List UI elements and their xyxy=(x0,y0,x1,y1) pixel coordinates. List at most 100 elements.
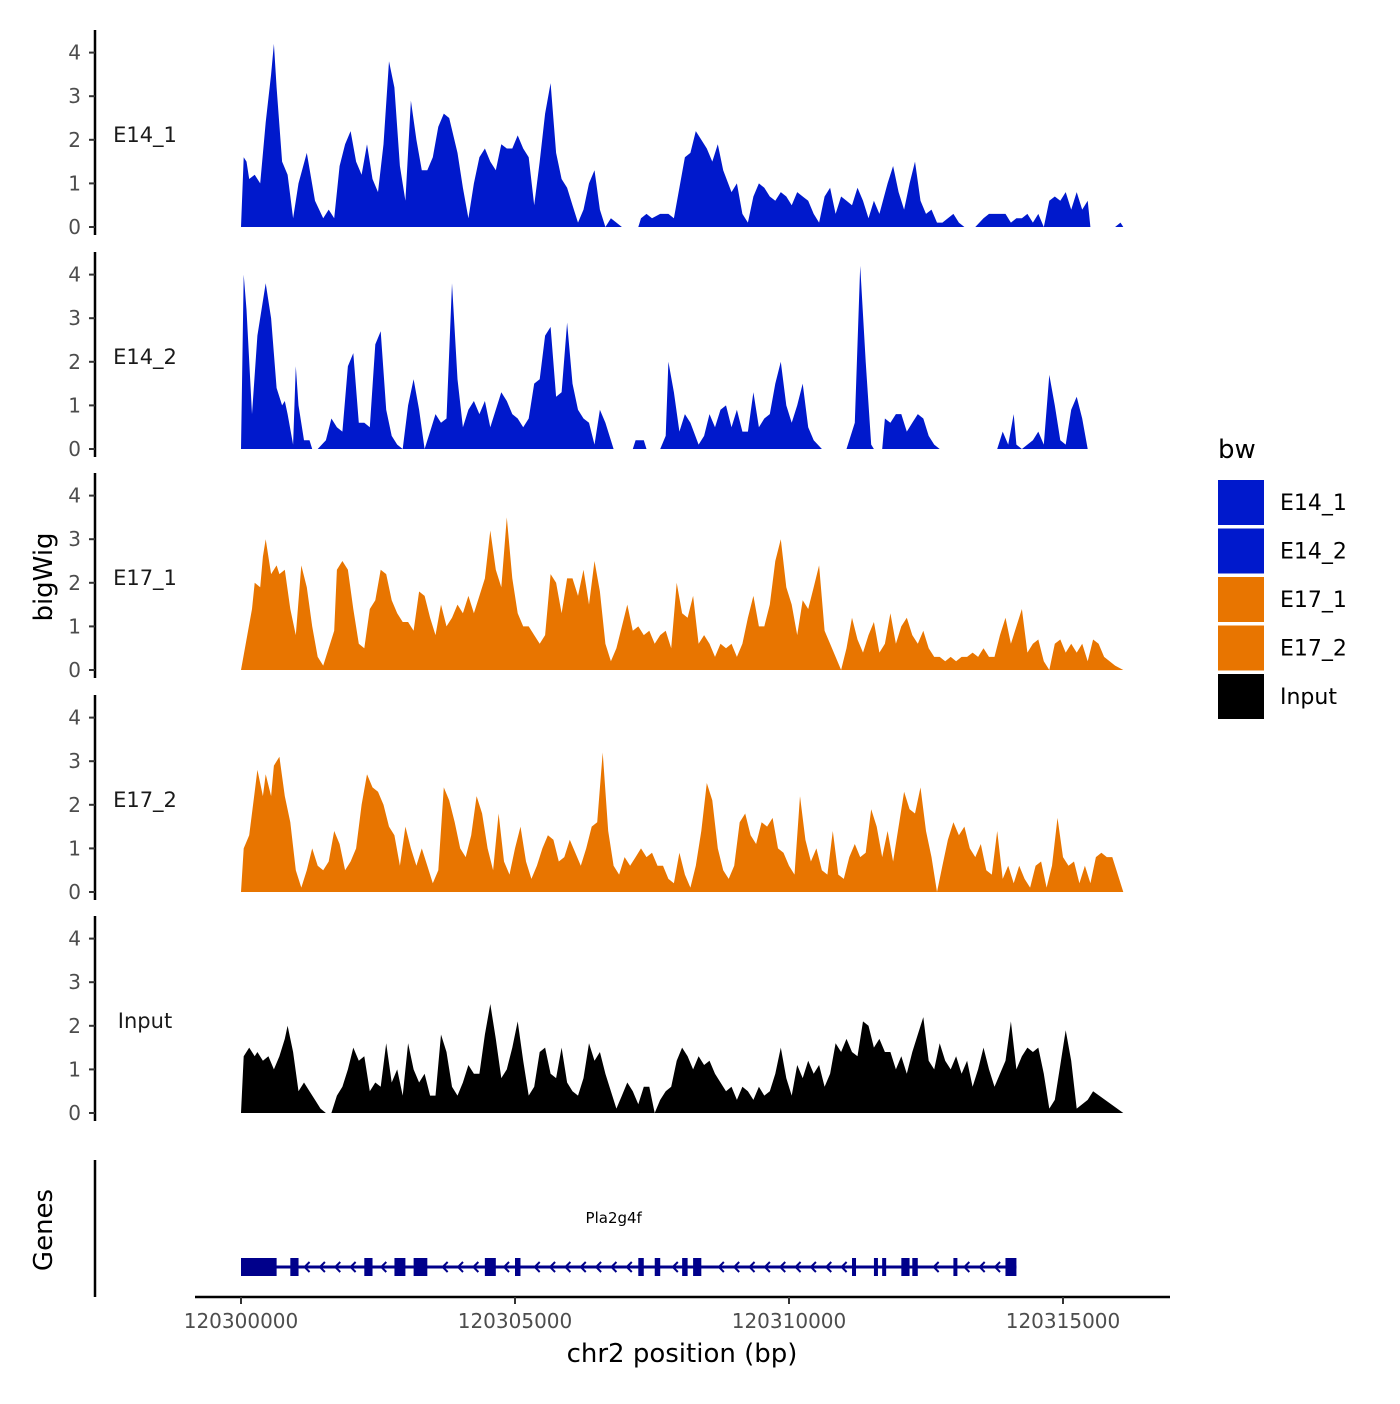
strand-arrow xyxy=(993,1261,1001,1273)
y-tick-label: 0 xyxy=(68,215,81,239)
gene-exon xyxy=(873,1258,878,1276)
gene-exon xyxy=(290,1258,299,1276)
y-tick-label: 2 xyxy=(68,571,81,595)
strand-arrow xyxy=(763,1261,771,1273)
strand-arrow xyxy=(594,1261,602,1273)
strand-arrow xyxy=(610,1261,618,1273)
y-tick-label: 2 xyxy=(68,1014,81,1038)
gene-exon xyxy=(241,1258,277,1276)
y-tick-label: 1 xyxy=(68,614,81,638)
y-tick-label: 0 xyxy=(68,880,81,904)
y-tick-label: 0 xyxy=(68,1101,81,1125)
strand-arrow xyxy=(471,1261,480,1273)
strand-arrow xyxy=(579,1261,587,1273)
x-axis-title: chr2 position (bp) xyxy=(567,1339,798,1369)
gene-exon xyxy=(852,1258,857,1276)
strand-arrow xyxy=(748,1261,756,1273)
track-panel-e17-1: 0 1 2 3 4 E17_1 xyxy=(68,473,1124,682)
x-tick-label: 120305000 xyxy=(458,1309,573,1333)
x-tick-label: 120315000 xyxy=(1006,1309,1121,1333)
track-label: E14_1 xyxy=(113,123,177,148)
track-label: E17_2 xyxy=(113,788,177,813)
y-tick-label: 1 xyxy=(68,836,81,860)
y-tick-label: 4 xyxy=(68,706,81,730)
legend: bw E14_1 E14_2 E17_1 E17_2 Input xyxy=(1218,435,1347,719)
strand-arrow xyxy=(732,1261,740,1273)
strand-arrow xyxy=(548,1261,556,1273)
gene-exon xyxy=(682,1258,688,1276)
coverage-area-e17-1 xyxy=(241,517,1124,670)
y-tick-label: 0 xyxy=(68,658,81,682)
gene-exon xyxy=(654,1258,661,1276)
strand-arrow xyxy=(318,1261,326,1273)
gene-exon xyxy=(515,1258,521,1276)
gene-model xyxy=(241,1258,1017,1276)
strand-arrow xyxy=(717,1261,725,1273)
coverage-area-e14-2 xyxy=(241,265,1124,449)
track-panel-input: 0 1 2 3 4 Input xyxy=(68,916,1124,1125)
coverage-area-e17-2 xyxy=(241,752,1124,892)
y-tick-label: 0 xyxy=(68,437,81,461)
strand-arrow xyxy=(533,1261,541,1273)
y-tick-label: 3 xyxy=(68,306,81,330)
legend-swatch xyxy=(1218,577,1264,622)
gene-exon xyxy=(882,1258,887,1276)
x-tick-label: 120300000 xyxy=(184,1309,299,1333)
x-tick-label: 120310000 xyxy=(732,1309,847,1333)
strand-arrow xyxy=(824,1261,832,1273)
coverage-panels: 0 1 2 3 4 E14_1 0 1 2 3 4 E14_2 0 1 2 3 4 E17_1 0 1 2 3 4 E17_2… xyxy=(68,30,1124,1125)
legend-swatch xyxy=(1218,480,1264,525)
coverage-area-e14-1 xyxy=(241,43,1124,228)
track-label: E17_1 xyxy=(113,566,177,591)
y-tick-label: 2 xyxy=(68,128,81,152)
strand-arrow xyxy=(379,1261,387,1273)
y-tick-label: 1 xyxy=(68,393,81,417)
legend-swatch xyxy=(1218,528,1264,574)
track-panel-e14-2: 0 1 2 3 4 E14_2 xyxy=(68,252,1124,461)
strand-arrow xyxy=(303,1261,311,1273)
x-axis: 120300000 120305000 120310000 120315000 chr… xyxy=(184,1295,1170,1369)
y-tick-label: 2 xyxy=(68,793,81,817)
y-tick-label: 4 xyxy=(68,484,81,508)
strand-arrow xyxy=(671,1261,679,1273)
track-label: E14_2 xyxy=(113,345,177,370)
strand-arrow xyxy=(564,1261,572,1273)
y-tick-label: 3 xyxy=(68,527,81,551)
strand-arrow xyxy=(502,1261,510,1273)
gene-name-label: Pla2g4f xyxy=(586,1209,643,1227)
legend-label: E17_2 xyxy=(1280,637,1347,662)
strand-arrow xyxy=(932,1261,940,1273)
y-tick-label: 4 xyxy=(68,41,81,65)
gene-exon xyxy=(364,1258,373,1276)
y-tick-label: 3 xyxy=(68,749,81,773)
strand-arrow xyxy=(456,1261,464,1273)
gene-exon xyxy=(953,1258,958,1276)
y-tick-label: 1 xyxy=(68,171,81,195)
gene-exon xyxy=(912,1258,918,1276)
strand-arrow xyxy=(778,1261,786,1273)
gene-exon xyxy=(1005,1258,1017,1276)
strand-arrow xyxy=(794,1261,802,1273)
strand-arrow xyxy=(625,1261,633,1273)
legend-swatch xyxy=(1218,674,1264,719)
track-panel-e17-2: 0 1 2 3 4 E17_2 xyxy=(68,695,1124,904)
track-label: Input xyxy=(118,1009,172,1033)
legend-label: E14_2 xyxy=(1280,540,1347,565)
gene-exon xyxy=(693,1258,702,1276)
gene-track-label: Genes xyxy=(29,1189,59,1271)
legend-items: E14_1 E14_2 E17_1 E17_2 Input xyxy=(1218,480,1347,719)
gene-exon xyxy=(638,1258,644,1276)
strand-arrow xyxy=(441,1261,449,1273)
strand-arrow xyxy=(809,1261,817,1273)
legend-swatch xyxy=(1218,625,1264,671)
legend-label: E14_1 xyxy=(1280,491,1347,516)
legend-title: bw xyxy=(1218,435,1256,465)
strand-arrow xyxy=(978,1261,986,1273)
gene-exon xyxy=(901,1258,910,1276)
y-tick-label: 2 xyxy=(68,350,81,374)
y-tick-label: 3 xyxy=(68,84,81,108)
y-tick-label: 4 xyxy=(68,927,81,951)
coverage-area-input xyxy=(241,1004,1124,1113)
